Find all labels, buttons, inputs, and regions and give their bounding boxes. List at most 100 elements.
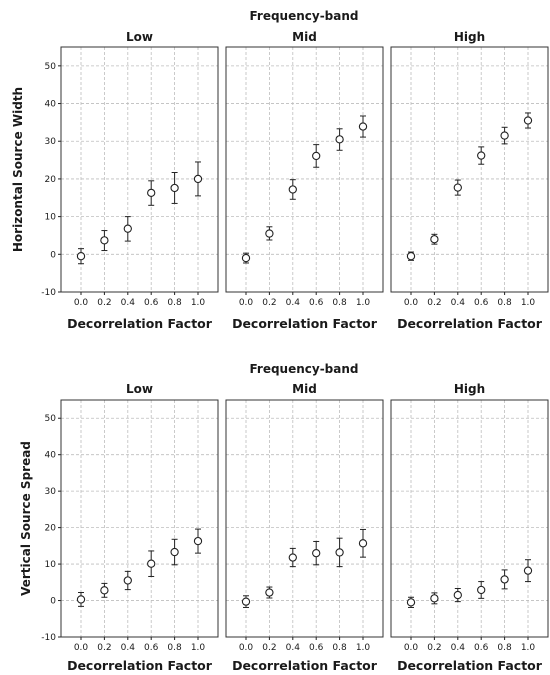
x-tick-label: 0.2 xyxy=(427,298,441,308)
y-tick-label: 20 xyxy=(45,175,57,185)
data-point xyxy=(76,252,86,261)
x-tick-label: 0.2 xyxy=(97,643,111,653)
y-tick-label: 10 xyxy=(45,213,57,223)
panel-mid: Mid 0.0 0.2 0.4 0.6 0.8 1.0 Decorrelation Facto… xyxy=(225,30,384,331)
data-point xyxy=(453,183,462,192)
panel-title: High xyxy=(454,30,485,44)
x-tick-label: 0.4 xyxy=(451,643,466,653)
x-tick-label: 1.0 xyxy=(356,298,371,308)
x-tick-label: 1.0 xyxy=(521,298,536,308)
data-point xyxy=(523,116,533,125)
panel-frame xyxy=(225,46,384,293)
panel-frame xyxy=(225,399,384,638)
data-point xyxy=(500,575,509,584)
y-tick-label: 30 xyxy=(45,137,57,147)
data-point xyxy=(76,595,86,604)
panel-mid: Mid 0.0 0.2 0.4 0.6 0.8 1.0 Decorrelation Facto… xyxy=(225,382,384,673)
panel-title: Mid xyxy=(292,30,317,44)
x-tick-label: 0.4 xyxy=(286,643,301,653)
data-point xyxy=(170,547,179,557)
data-point xyxy=(241,597,251,606)
y-axis-label: Vertical Source Spread xyxy=(19,441,33,596)
y-tick-label: 20 xyxy=(45,524,57,534)
data-point xyxy=(193,536,203,546)
y-tick-label: 50 xyxy=(45,414,57,424)
data-point xyxy=(523,566,533,575)
x-axis-label: Decorrelation Factor xyxy=(67,658,213,673)
x-tick-label: 0.8 xyxy=(332,643,347,653)
x-tick-label: 0.4 xyxy=(286,298,301,308)
data-point xyxy=(100,586,109,595)
x-tick-label: 0.4 xyxy=(121,643,136,653)
figure-title: Frequency-band xyxy=(249,9,358,23)
x-tick-label: 0.0 xyxy=(239,298,254,308)
data-point xyxy=(477,151,486,160)
data-point xyxy=(406,598,416,607)
data-point xyxy=(430,594,439,603)
data-point xyxy=(170,183,179,193)
x-tick-label: 1.0 xyxy=(356,643,371,653)
data-point xyxy=(100,236,109,245)
data-point xyxy=(335,548,344,557)
chart-row-0: Frequency-band Horizontal Source Width -10… xyxy=(11,9,549,331)
x-tick-label: 0.2 xyxy=(262,298,276,308)
panel-frame xyxy=(60,46,219,293)
chart-row-1: Frequency-band Vertical Source Spread -10 0… xyxy=(19,362,549,673)
x-tick-label: 0.8 xyxy=(497,298,512,308)
y-tick-label: 0 xyxy=(50,250,56,260)
data-point xyxy=(288,553,297,562)
data-point xyxy=(477,585,486,595)
x-tick-label: 0.0 xyxy=(404,643,419,653)
y-tick-label: 30 xyxy=(45,487,57,497)
data-point xyxy=(265,588,274,597)
data-point xyxy=(406,252,416,261)
data-point xyxy=(358,539,368,548)
x-tick-label: 1.0 xyxy=(191,298,206,308)
panel-low: Low 0.0 0.2 0.4 0.6 0.8 1.0 Decorrelation Facto… xyxy=(60,382,219,673)
x-tick-label: 0.6 xyxy=(309,643,324,653)
x-tick-label: 0.6 xyxy=(474,298,489,308)
x-tick-label: 0.2 xyxy=(97,298,111,308)
data-point xyxy=(123,224,132,233)
x-tick-label: 0.8 xyxy=(167,298,182,308)
x-axis-label: Decorrelation Factor xyxy=(232,316,378,331)
data-point xyxy=(265,229,274,238)
y-tick-label: 40 xyxy=(45,451,57,461)
x-tick-label: 1.0 xyxy=(191,643,206,653)
data-point xyxy=(430,235,439,244)
x-tick-label: 0.6 xyxy=(144,643,159,653)
panel-title: Low xyxy=(126,382,153,396)
x-tick-label: 0.0 xyxy=(404,298,419,308)
x-axis-label: Decorrelation Factor xyxy=(67,316,213,331)
y-tick-label: 10 xyxy=(45,560,57,570)
x-tick-label: 0.4 xyxy=(451,298,466,308)
y-tick-label: -10 xyxy=(41,288,56,298)
x-tick-label: 0.8 xyxy=(167,643,182,653)
x-tick-label: 0.8 xyxy=(497,643,512,653)
x-tick-label: 1.0 xyxy=(521,643,536,653)
data-point xyxy=(147,188,156,198)
y-axis-label: Horizontal Source Width xyxy=(11,87,25,252)
panel-frame xyxy=(60,399,219,638)
x-tick-label: 0.8 xyxy=(332,298,347,308)
x-tick-label: 0.6 xyxy=(474,643,489,653)
figure-title: Frequency-band xyxy=(249,362,358,376)
panel-title: Low xyxy=(126,30,153,44)
y-tick-label: -10 xyxy=(41,633,56,643)
panel-frame xyxy=(390,46,549,293)
x-axis-label: Decorrelation Factor xyxy=(232,658,378,673)
data-point xyxy=(453,590,462,600)
y-tick-label: 0 xyxy=(50,597,56,607)
data-point xyxy=(358,122,368,131)
x-tick-label: 0.0 xyxy=(239,643,254,653)
data-point xyxy=(123,576,132,585)
data-point xyxy=(193,174,203,184)
y-tick-label: 50 xyxy=(45,62,57,72)
y-tick-label: 40 xyxy=(45,100,57,110)
data-point xyxy=(335,135,344,144)
x-tick-label: 0.2 xyxy=(262,643,276,653)
data-point xyxy=(288,185,297,194)
panel-title: High xyxy=(454,382,485,396)
data-point xyxy=(147,559,156,568)
